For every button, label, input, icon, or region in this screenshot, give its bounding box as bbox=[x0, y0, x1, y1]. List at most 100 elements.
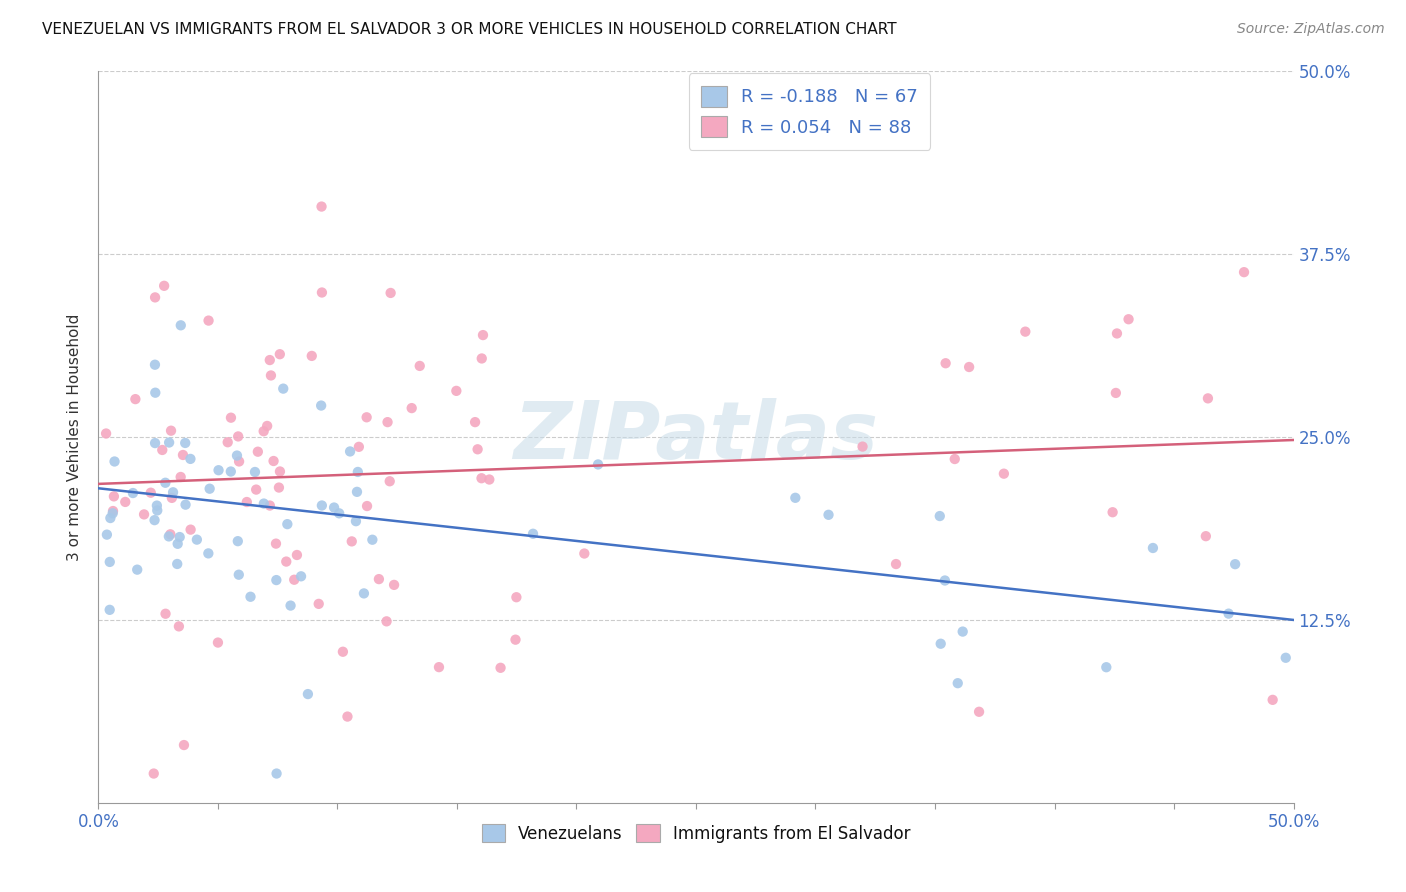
Point bbox=[301, 349, 323, 363]
Point bbox=[505, 591, 527, 605]
Point bbox=[219, 465, 242, 479]
Point bbox=[228, 454, 250, 468]
Point bbox=[263, 454, 285, 468]
Point bbox=[489, 661, 512, 675]
Point bbox=[367, 572, 389, 586]
Point bbox=[159, 527, 181, 541]
Point bbox=[101, 506, 124, 520]
Point bbox=[1261, 693, 1284, 707]
Point bbox=[967, 705, 990, 719]
Point bbox=[934, 574, 956, 588]
Point bbox=[100, 511, 122, 525]
Point bbox=[198, 482, 221, 496]
Point bbox=[166, 557, 188, 571]
Point bbox=[1274, 650, 1296, 665]
Point bbox=[884, 557, 907, 571]
Point bbox=[266, 573, 288, 587]
Point bbox=[101, 504, 124, 518]
Point bbox=[155, 475, 177, 490]
Legend: Venezuelans, Immigrants from El Salvador: Venezuelans, Immigrants from El Salvador bbox=[475, 818, 917, 849]
Point bbox=[239, 590, 262, 604]
Point bbox=[929, 637, 952, 651]
Point bbox=[382, 578, 405, 592]
Point bbox=[401, 401, 423, 416]
Point bbox=[283, 573, 305, 587]
Point bbox=[1101, 505, 1123, 519]
Point bbox=[167, 619, 190, 633]
Point bbox=[174, 436, 197, 450]
Point bbox=[353, 586, 375, 600]
Point bbox=[361, 533, 384, 547]
Point bbox=[253, 497, 276, 511]
Point bbox=[114, 495, 136, 509]
Point bbox=[328, 506, 350, 520]
Point bbox=[162, 485, 184, 500]
Point bbox=[160, 491, 183, 505]
Point bbox=[344, 514, 367, 528]
Point bbox=[143, 436, 166, 450]
Point bbox=[180, 523, 202, 537]
Point bbox=[124, 392, 146, 406]
Point bbox=[946, 676, 969, 690]
Point bbox=[143, 358, 166, 372]
Point bbox=[311, 200, 333, 214]
Point bbox=[228, 567, 250, 582]
Point bbox=[186, 533, 208, 547]
Point bbox=[1233, 265, 1256, 279]
Point bbox=[266, 766, 288, 780]
Point bbox=[259, 353, 281, 368]
Text: VENEZUELAN VS IMMIGRANTS FROM EL SALVADOR 3 OR MORE VEHICLES IN HOUSEHOLD CORREL: VENEZUELAN VS IMMIGRANTS FROM EL SALVADO… bbox=[42, 22, 897, 37]
Point bbox=[311, 499, 333, 513]
Text: ZIPatlas: ZIPatlas bbox=[513, 398, 879, 476]
Point bbox=[378, 475, 401, 489]
Point bbox=[264, 536, 287, 550]
Point bbox=[409, 359, 432, 373]
Point bbox=[952, 624, 974, 639]
Point bbox=[267, 481, 290, 495]
Point bbox=[377, 415, 399, 429]
Point bbox=[1095, 660, 1118, 674]
Point bbox=[174, 498, 197, 512]
Point bbox=[1142, 541, 1164, 555]
Point bbox=[155, 607, 177, 621]
Point bbox=[935, 356, 957, 370]
Point bbox=[157, 435, 180, 450]
Point bbox=[276, 555, 298, 569]
Point bbox=[574, 547, 596, 561]
Point bbox=[308, 597, 330, 611]
Point bbox=[142, 766, 165, 780]
Point bbox=[143, 385, 166, 400]
Point bbox=[157, 529, 180, 543]
Point bbox=[170, 470, 193, 484]
Point bbox=[470, 471, 492, 485]
Point bbox=[150, 442, 173, 457]
Point bbox=[957, 359, 980, 374]
Point bbox=[339, 444, 361, 458]
Point bbox=[139, 485, 162, 500]
Point bbox=[226, 429, 249, 443]
Point bbox=[1105, 386, 1128, 401]
Point bbox=[271, 382, 294, 396]
Point bbox=[98, 603, 121, 617]
Point bbox=[471, 351, 494, 366]
Point bbox=[340, 534, 363, 549]
Point bbox=[260, 368, 283, 383]
Point bbox=[146, 503, 169, 517]
Point bbox=[259, 499, 281, 513]
Point bbox=[245, 483, 267, 497]
Point bbox=[197, 546, 219, 560]
Point bbox=[323, 500, 346, 515]
Point bbox=[446, 384, 468, 398]
Point bbox=[290, 569, 312, 583]
Point bbox=[269, 347, 291, 361]
Point bbox=[1223, 557, 1246, 571]
Point bbox=[207, 635, 229, 649]
Point bbox=[332, 645, 354, 659]
Point bbox=[309, 399, 332, 413]
Point bbox=[103, 454, 125, 468]
Point bbox=[153, 278, 176, 293]
Point bbox=[522, 526, 544, 541]
Point bbox=[993, 467, 1015, 481]
Point bbox=[427, 660, 450, 674]
Point bbox=[276, 517, 298, 532]
